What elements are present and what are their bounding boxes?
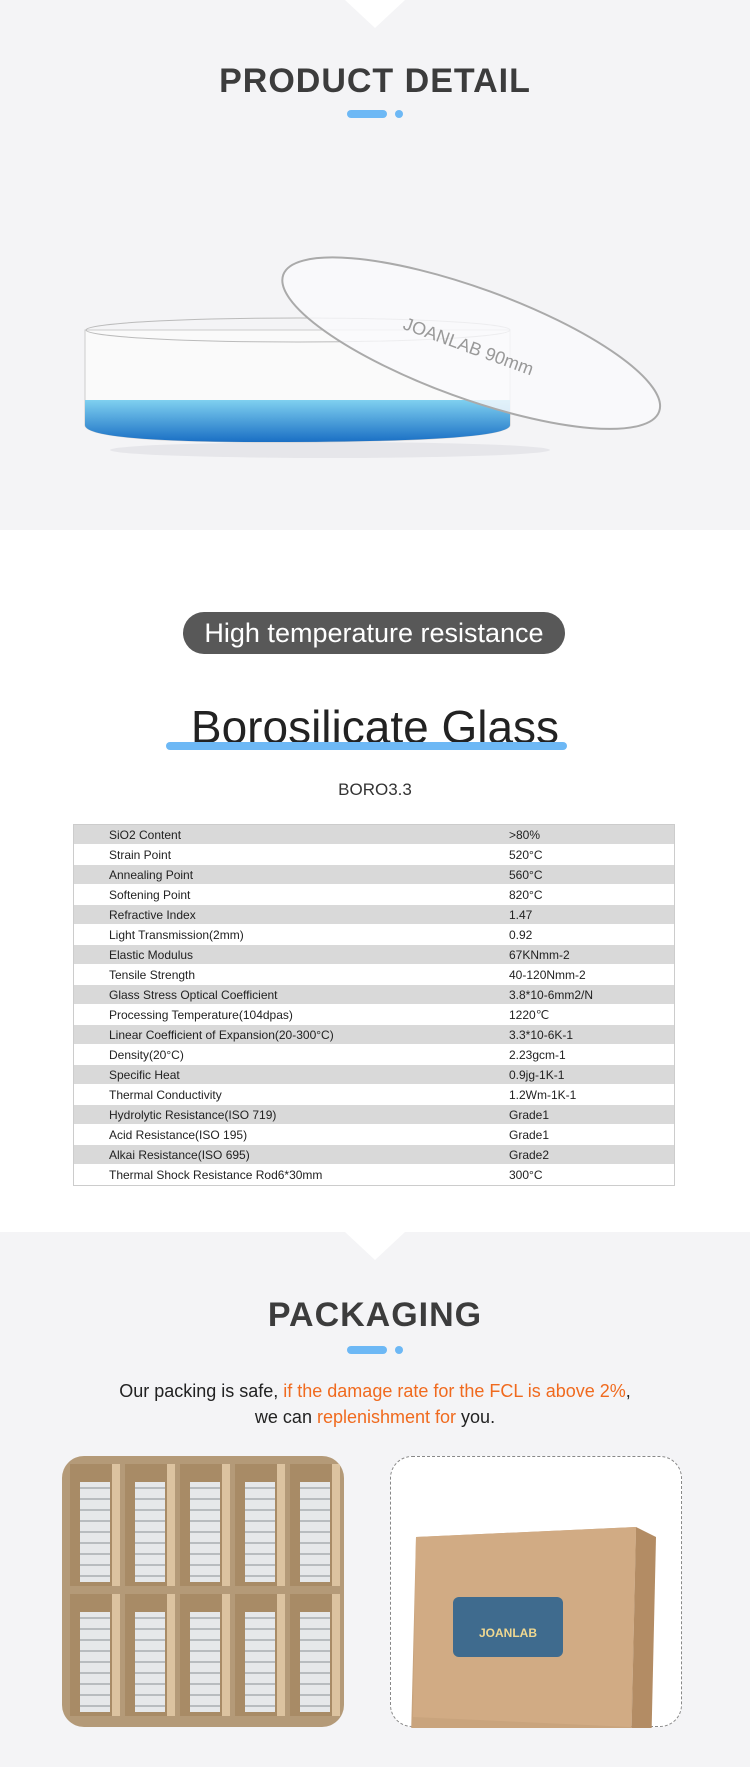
spec-value: 0.92	[509, 927, 533, 942]
product-detail-section: PRODUCT DETAIL JOANLAB 90mm	[0, 0, 750, 530]
spec-name: Hydrolytic Resistance(ISO 719)	[109, 1107, 277, 1122]
spec-row: Specific Heat 0.9jg-1K-1	[74, 1065, 674, 1085]
highlight-text: replenishment for	[316, 1407, 457, 1427]
text: ,	[625, 1381, 631, 1401]
spec-row: Strain Point 520°C	[74, 845, 674, 865]
spec-name: Thermal Shock Resistance Rod6*30mm	[109, 1167, 323, 1182]
title-accent-dot	[395, 110, 403, 118]
spec-name: Glass Stress Optical Coefficient	[109, 987, 278, 1002]
spec-name: Processing Temperature(104dpas)	[109, 1007, 293, 1022]
spec-value: 67KNmm-2	[509, 947, 570, 962]
spec-name: Alkai Resistance(ISO 695)	[109, 1147, 250, 1162]
spec-row: Elastic Modulus 67KNmm-2	[74, 945, 674, 965]
spec-name: Light Transmission(2mm)	[109, 927, 244, 942]
packed-dishes-photo	[62, 1456, 344, 1727]
spec-name: Softening Point	[109, 887, 191, 902]
spec-row: Refractive Index 1.47	[74, 905, 674, 925]
packaging-description: Our packing is safe, if the damage rate …	[0, 1378, 750, 1430]
spec-name: Tensile Strength	[109, 967, 196, 982]
spec-row: Tensile Strength 40-120Nmm-2	[74, 965, 674, 985]
spec-value: Grade2	[509, 1147, 550, 1162]
notch-decoration	[345, 0, 405, 28]
text: you.	[456, 1407, 496, 1427]
spec-row: Linear Coefficient of Expansion(20-300°C…	[74, 1025, 674, 1045]
spec-value: 3.8*10-6mm2/N	[509, 987, 594, 1002]
spec-name: Annealing Point	[109, 867, 194, 882]
spec-row: Thermal Conductivity 1.2Wm-1K-1	[74, 1085, 674, 1105]
spec-value: 1.47	[509, 907, 533, 922]
spec-value: Grade1	[509, 1127, 550, 1142]
spec-row: Alkai Resistance(ISO 695) Grade2	[74, 1145, 674, 1165]
spec-value: 2.23gcm-1	[509, 1047, 566, 1062]
spec-row: Glass Stress Optical Coefficient 3.8*10-6…	[74, 985, 674, 1005]
packaging-section: PACKAGING Our packing is safe, if the da…	[0, 1232, 750, 1767]
spec-name: Refractive Index	[109, 907, 196, 922]
material-subheading: BORO3.3	[338, 780, 412, 799]
spec-name: Specific Heat	[109, 1067, 180, 1082]
text: Our packing is safe,	[119, 1381, 284, 1401]
spec-value: 560°C	[509, 867, 543, 882]
title-accent-bar	[347, 1346, 387, 1354]
title-accent-bar	[347, 110, 387, 118]
spec-value: 1.2Wm-1K-1	[509, 1087, 577, 1102]
spec-row: Density(20°C) 2.23gcm-1	[74, 1045, 674, 1065]
spec-row: Annealing Point 560°C	[74, 865, 674, 885]
spec-row: SiO2 Content >80%	[74, 825, 674, 845]
title-accent-dot	[395, 1346, 403, 1354]
section-title: PRODUCT DETAIL	[219, 62, 531, 100]
spec-name: Elastic Modulus	[109, 947, 194, 962]
box-logo: JOANLAB	[479, 1626, 537, 1640]
spec-table: SiO2 Content >80% Strain Point 520°C Anneali…	[73, 824, 675, 1186]
heading-underline	[166, 742, 567, 750]
spec-value: 3.3*10-6K-1	[509, 1027, 574, 1042]
spec-name: Acid Resistance(ISO 195)	[109, 1127, 248, 1142]
spec-name: Density(20°C)	[109, 1047, 184, 1062]
spec-name: Thermal Conductivity	[109, 1087, 222, 1102]
spec-row: Acid Resistance(ISO 195) Grade1	[74, 1125, 674, 1145]
glass-section: High temperature resistance Borosilicate…	[0, 530, 750, 1232]
spec-value: 40-120Nmm-2	[509, 967, 586, 982]
text: we can	[254, 1407, 317, 1427]
highlight-text: if the damage rate for the FCL is above …	[283, 1381, 626, 1401]
spec-row: Light Transmission(2mm) 0.92	[74, 925, 674, 945]
spec-row: Hydrolytic Resistance(ISO 719) Grade1	[74, 1105, 674, 1125]
spec-row: Processing Temperature(104dpas) 1220℃	[74, 1005, 674, 1025]
carton-box-photo: JOANLAB	[390, 1456, 682, 1757]
spec-value: 300°C	[509, 1167, 543, 1182]
spec-name: Strain Point	[109, 847, 172, 862]
spec-value: 820°C	[509, 887, 543, 902]
petri-dish-image: JOANLAB 90mm	[84, 256, 662, 458]
spec-row: Thermal Shock Resistance Rod6*30mm 300°C	[74, 1165, 674, 1185]
spec-value: >80%	[509, 827, 541, 842]
spec-value: 520°C	[509, 847, 543, 862]
spec-name: Linear Coefficient of Expansion(20-300°C…	[109, 1027, 334, 1042]
spec-name: SiO2 Content	[109, 827, 182, 842]
notch-decoration	[345, 1232, 405, 1260]
section-title: PACKAGING	[267, 1296, 483, 1334]
spec-value: Grade1	[509, 1107, 550, 1122]
spec-value: 0.9jg-1K-1	[509, 1067, 565, 1082]
spec-value: 1220℃	[509, 1007, 550, 1022]
spec-row: Softening Point 820°C	[74, 885, 674, 905]
feature-badge: High temperature resistance	[183, 612, 565, 654]
